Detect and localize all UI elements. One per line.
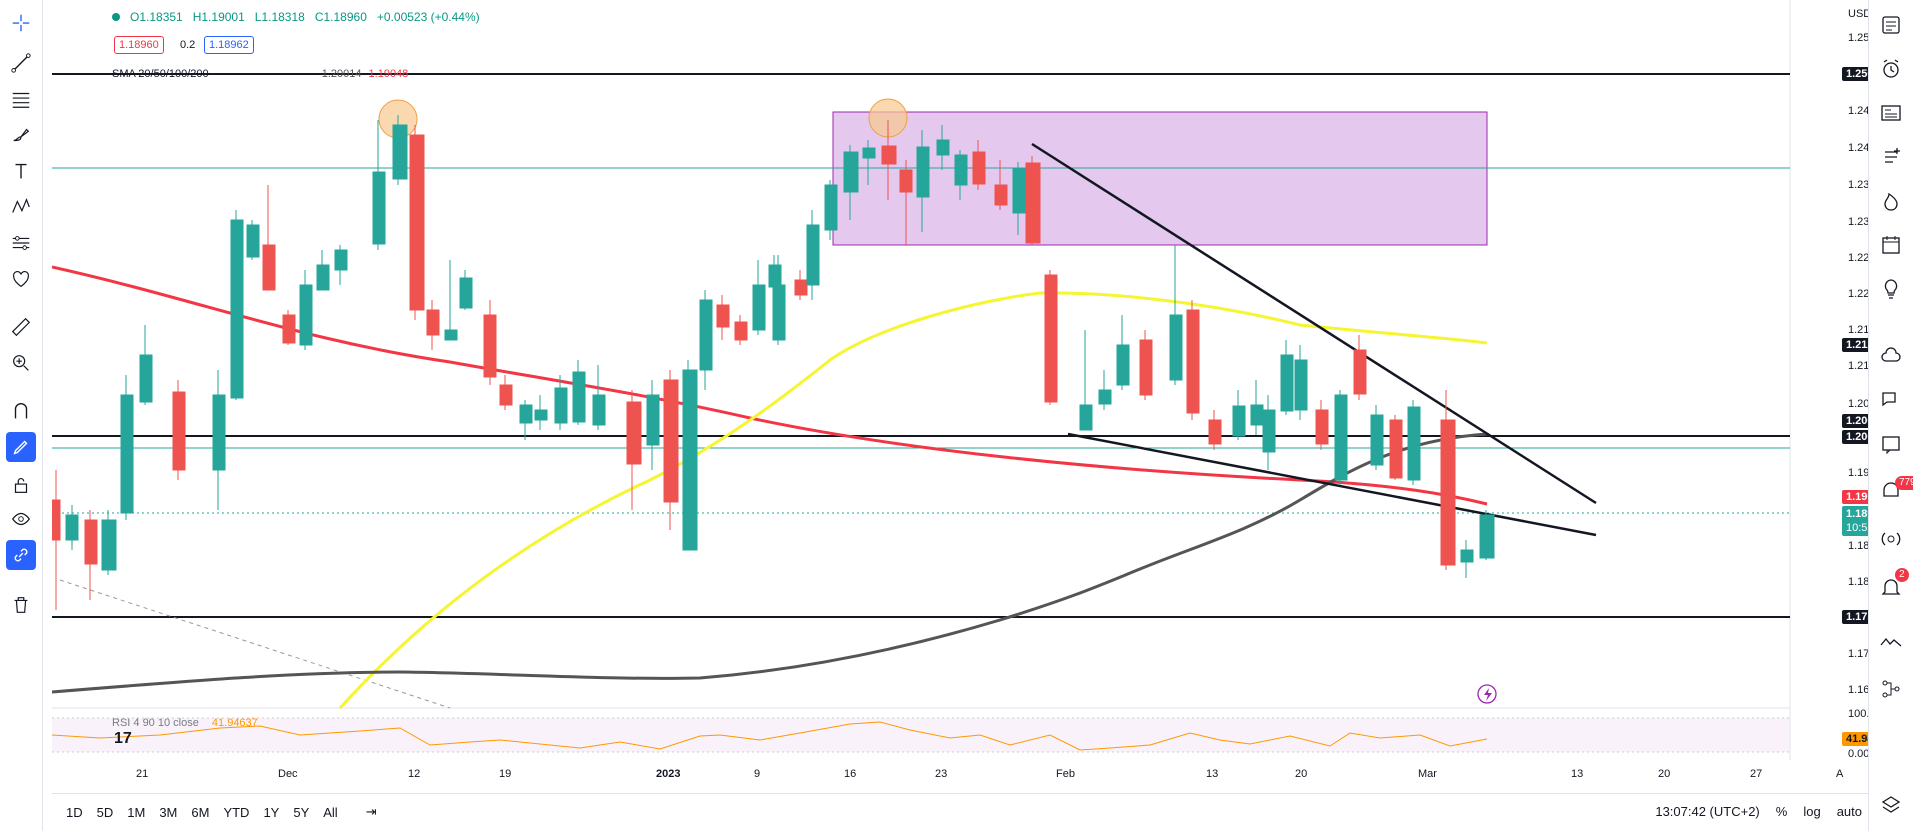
trend-line-icon[interactable]	[6, 48, 36, 78]
chart-pane[interactable]: O1.18351 H1.19001 L1.18318 C1.18960 +0.0…	[52, 0, 1900, 783]
time-tick: 16	[844, 768, 857, 780]
drawing-toolbar	[0, 0, 43, 831]
range-3m-button[interactable]: 3M	[159, 804, 178, 820]
time-tick: A	[1836, 768, 1844, 780]
sma-legend[interactable]: SMA 20/50/100/200 1.20014 1.19048	[112, 68, 408, 80]
spread-value: 0.2	[180, 39, 196, 51]
lock-icon[interactable]	[6, 470, 36, 500]
status-dot-icon	[112, 13, 120, 21]
sma-value-2: 1.19048	[368, 68, 409, 80]
hierarchy-icon[interactable]	[1876, 674, 1906, 704]
bell-icon[interactable]	[1876, 572, 1906, 602]
time-tick: 12	[408, 768, 421, 780]
range-6m-button[interactable]: 6M	[191, 804, 210, 820]
prediction-icon[interactable]	[6, 228, 36, 258]
range-1d-button[interactable]: 1D	[66, 804, 83, 820]
status-right: 13:07:42 (UTC+2) % log auto	[1655, 804, 1862, 819]
range-1m-button[interactable]: 1M	[127, 804, 146, 820]
time-tick: 23	[935, 768, 948, 780]
sell-button[interactable]: 1.18960	[114, 36, 164, 54]
rsi-band	[52, 718, 1790, 752]
open-value: O1.18351	[130, 10, 183, 24]
crosshair-icon[interactable]	[6, 8, 36, 38]
buy-button[interactable]: 1.18962	[204, 36, 254, 54]
goto-date-icon[interactable]: ⇥	[365, 804, 377, 819]
brush-icon[interactable]	[6, 120, 36, 150]
text-icon[interactable]	[6, 156, 36, 186]
log-toggle[interactable]: log	[1803, 804, 1821, 819]
notifications-icon[interactable]	[1876, 475, 1906, 505]
range-5d-button[interactable]: 5D	[96, 804, 114, 820]
time-tick: 2023	[656, 768, 681, 780]
rsi-label: RSI 4 90 10 close	[112, 717, 199, 729]
chats-icon[interactable]	[1876, 385, 1906, 415]
time-tick: 13	[1571, 768, 1584, 780]
fib-retracement-icon[interactable]	[6, 84, 36, 114]
add-list-icon[interactable]	[1876, 142, 1906, 172]
alerts-badge: 779	[1895, 476, 1913, 490]
sma-100-line[interactable]	[52, 432, 1488, 694]
rsi-line[interactable]	[52, 721, 1488, 751]
sma-label: SMA 20/50/100/200	[112, 68, 209, 80]
streams-icon[interactable]	[1876, 524, 1906, 554]
tradingview-logo-icon: 17	[114, 730, 132, 747]
pulse-icon[interactable]	[1876, 628, 1906, 658]
close-value: C1.18960	[314, 10, 367, 24]
chart-canvas[interactable]	[52, 0, 1872, 760]
time-tick: 21	[136, 768, 149, 780]
change-value: +0.00523 (+0.44%)	[376, 10, 480, 24]
support-trend-line[interactable]	[1067, 432, 1597, 537]
layers-icon[interactable]	[1876, 790, 1906, 820]
cloud-icon[interactable]	[1876, 340, 1906, 370]
sma-50-line[interactable]	[338, 291, 1488, 710]
bottom-toolbar: 1D 5D 1M 3M 6M YTD 1Y 5Y All ⇥ 13:07:42 …	[52, 793, 1872, 830]
ideas-lightbulb-icon[interactable]	[1876, 274, 1906, 304]
messages-icon[interactable]	[1876, 430, 1906, 460]
time-tick: 20	[1295, 768, 1308, 780]
rsi-legend[interactable]: RSI 4 90 10 close 41.94637	[112, 717, 258, 729]
time-tick: Dec	[278, 768, 298, 780]
currency-label: USD	[1848, 8, 1872, 20]
sma-200-line[interactable]	[52, 265, 1488, 506]
notifications-badge: 2	[1895, 568, 1909, 582]
percent-toggle[interactable]: %	[1775, 804, 1788, 819]
magnet-icon[interactable]	[6, 396, 36, 426]
zoom-in-icon[interactable]	[6, 348, 36, 378]
trash-icon[interactable]	[6, 590, 36, 620]
clock-time[interactable]: 13:07:42 (UTC+2)	[1655, 804, 1760, 819]
range-5y-button[interactable]: 5Y	[293, 804, 310, 820]
time-tick: Mar	[1418, 768, 1437, 780]
time-tick: Feb	[1056, 768, 1075, 780]
time-tick: 9	[754, 768, 761, 780]
eye-icon[interactable]	[6, 504, 36, 534]
candlesticks[interactable]	[52, 115, 1495, 610]
symbol-legend: O1.18351 H1.19001 L1.18318 C1.18960 +0.0…	[112, 10, 480, 24]
link-icon[interactable]	[6, 540, 36, 570]
range-ytd-button[interactable]: YTD	[223, 804, 250, 820]
time-tick: 19	[499, 768, 512, 780]
right-toolbar: 779 2	[1868, 0, 1913, 831]
sma-value-1: 1.20014	[321, 68, 362, 80]
news-icon[interactable]	[1876, 98, 1906, 128]
range-1y-button[interactable]: 1Y	[263, 804, 280, 820]
stay-in-drawing-mode-icon[interactable]	[6, 432, 36, 462]
auto-toggle[interactable]: auto	[1836, 804, 1862, 819]
time-tick: 27	[1750, 768, 1763, 780]
rsi-value: 41.94637	[211, 717, 258, 729]
watchlist-icon[interactable]	[1876, 10, 1906, 40]
time-tick: 13	[1206, 768, 1219, 780]
hotlist-fire-icon[interactable]	[1876, 186, 1906, 216]
event-marker-icon[interactable]	[1477, 684, 1497, 704]
heart-icon[interactable]	[6, 264, 36, 294]
alarm-clock-icon[interactable]	[1876, 54, 1906, 84]
low-value: L1.18318	[254, 10, 305, 24]
high-value: H1.19001	[192, 10, 245, 24]
descending-trend-line[interactable]	[1031, 142, 1597, 505]
time-tick: 20	[1658, 768, 1671, 780]
ruler-icon[interactable]	[6, 312, 36, 342]
dashed-trend-line[interactable]	[59, 579, 451, 709]
pattern-icon[interactable]	[6, 192, 36, 222]
calendar-icon[interactable]	[1876, 230, 1906, 260]
range-all-button[interactable]: All	[323, 804, 338, 820]
